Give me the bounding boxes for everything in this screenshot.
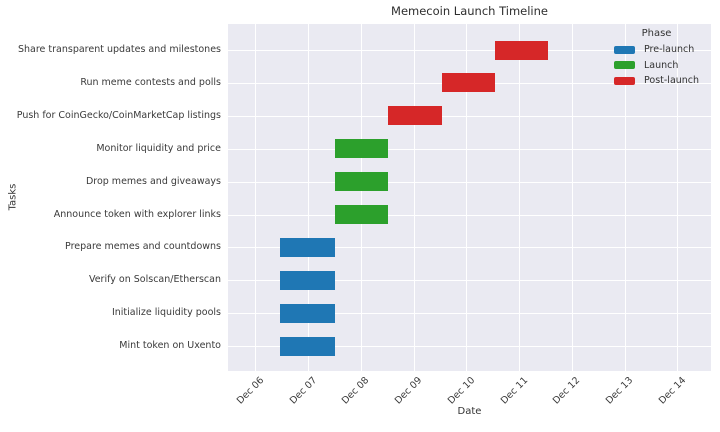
gridline-v <box>571 24 573 371</box>
legend-entry: Post-launch <box>614 73 699 89</box>
x-tick-label: Dec 08 <box>340 375 372 407</box>
gridline-v <box>255 24 257 371</box>
y-tick-label: Initialize liquidity pools <box>111 307 221 319</box>
gridline-v <box>308 24 310 371</box>
gridline-v <box>466 24 468 371</box>
gantt-bar <box>494 40 549 60</box>
chart-title: Memecoin Launch Timeline <box>391 4 548 18</box>
x-axis-label: Date <box>457 406 482 417</box>
x-tick-label: Dec 07 <box>287 375 319 407</box>
y-tick-label: Mint token on Uxento <box>119 340 221 352</box>
gridline-v <box>413 24 415 371</box>
y-tick-label: Verify on Solscan/Etherscan <box>88 274 221 286</box>
x-tick-label: Dec 09 <box>392 375 425 407</box>
legend-swatch <box>614 45 635 54</box>
gantt-bar <box>441 73 495 93</box>
y-tick-label: Prepare memes and countdowns <box>65 241 221 253</box>
gridline-h <box>228 247 711 249</box>
x-tick-label: Dec 06 <box>234 375 267 407</box>
legend-entry: Pre-launch <box>614 42 699 58</box>
y-tick-label: Run meme contests and polls <box>80 76 221 88</box>
gridline-h <box>228 346 711 348</box>
gantt-bar <box>279 270 335 290</box>
x-tick-label: Dec 13 <box>603 375 636 407</box>
gantt-bar <box>388 106 442 126</box>
legend-entry-label: Pre-launch <box>644 44 695 56</box>
legend: Phase Pre-launch Launch Post-launch <box>614 28 699 89</box>
y-tick-label: Drop memes and giveaways <box>85 175 221 187</box>
gridline-h <box>228 148 711 150</box>
gridline-v <box>677 24 679 371</box>
gantt-bar <box>334 139 389 159</box>
gantt-bar <box>334 205 389 224</box>
y-tick-label: Monitor liquidity and price <box>96 142 221 154</box>
legend-title: Phase <box>641 28 672 39</box>
gantt-bar <box>334 172 389 192</box>
legend-entries: Pre-launch Launch Post-launch <box>614 42 699 89</box>
gantt-bar <box>279 237 335 257</box>
gridline-v <box>624 24 626 371</box>
legend-entry-label: Launch <box>644 59 679 71</box>
gridline-h <box>228 50 711 51</box>
gridline-h <box>228 115 711 117</box>
x-tick-label: Dec 14 <box>656 375 689 407</box>
y-axis-label: Tasks <box>7 183 19 211</box>
x-tick-label: Dec 10 <box>445 375 478 407</box>
gridline-v <box>360 24 362 371</box>
x-tick-label: Dec 11 <box>498 375 530 407</box>
gridline-h <box>228 280 711 282</box>
x-tick-label: Dec 12 <box>551 375 583 407</box>
y-tick-label: Push for CoinGecko/CoinMarketCap listing… <box>16 109 221 121</box>
gridline-h <box>228 181 711 183</box>
gridline-h <box>228 313 711 315</box>
gridline-v <box>519 24 521 371</box>
gantt-bar <box>279 336 335 356</box>
gridline-h <box>228 214 711 216</box>
y-tick-label: Share transparent updates and milestones <box>17 44 221 55</box>
gantt-bar <box>279 303 335 323</box>
legend-swatch <box>614 61 635 70</box>
legend-entry-label: Post-launch <box>644 75 700 87</box>
y-tick-label: Announce token with explorer links <box>53 208 221 220</box>
legend-entry: Launch <box>614 58 699 74</box>
legend-swatch <box>614 76 635 85</box>
